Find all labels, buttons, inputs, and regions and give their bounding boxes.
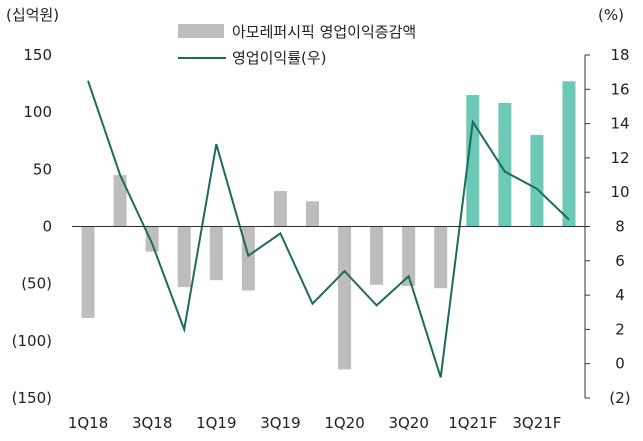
bar-1Q19 bbox=[209, 226, 223, 281]
legend: 아모레퍼시픽 영업이익증감액 영업이익률(우) bbox=[178, 23, 416, 67]
x-tick-label: 1Q18 bbox=[68, 414, 108, 432]
y-right-tick-label: 8 bbox=[615, 218, 625, 236]
legend-line-label: 영업이익률(우) bbox=[232, 49, 327, 67]
bar-4Q21F bbox=[562, 81, 576, 227]
bar-1Q18 bbox=[81, 226, 95, 318]
y-right-tick-label: 12 bbox=[610, 149, 629, 167]
y-right-tick-label: (2) bbox=[609, 389, 630, 407]
left-axis-unit: (십억원) bbox=[6, 6, 59, 24]
bar-2Q19 bbox=[241, 226, 255, 291]
x-tick-label: 3Q19 bbox=[260, 414, 300, 432]
bar-1Q20 bbox=[338, 226, 352, 370]
bars bbox=[81, 81, 576, 370]
x-tick-label: 1Q21F bbox=[448, 414, 497, 432]
bar-3Q18 bbox=[145, 226, 159, 252]
line-series bbox=[87, 80, 570, 378]
x-tick-label: 3Q18 bbox=[132, 414, 172, 432]
y-right-tick-label: 10 bbox=[610, 183, 629, 201]
y-right-tick-label: 2 bbox=[615, 320, 625, 338]
y-right-tick-label: 4 bbox=[615, 286, 625, 304]
legend-bar-label: 아모레퍼시픽 영업이익증감액 bbox=[232, 23, 416, 41]
bar-4Q20 bbox=[434, 226, 448, 289]
y-left-tick-label: 0 bbox=[42, 218, 52, 236]
bar-2Q20 bbox=[370, 226, 384, 285]
bar-2Q18 bbox=[113, 175, 127, 227]
y-left-tick-label: 50 bbox=[33, 160, 52, 178]
bar-4Q18 bbox=[177, 226, 191, 288]
y-right-tick-label: 14 bbox=[610, 115, 629, 133]
bar-3Q21F bbox=[530, 135, 544, 227]
y-right-tick-label: 6 bbox=[615, 252, 625, 270]
x-tick-label: 3Q21F bbox=[512, 414, 561, 432]
bar-3Q20 bbox=[402, 226, 416, 286]
y-left-tick-label: (100) bbox=[12, 332, 52, 350]
x-tick-label: 1Q20 bbox=[324, 414, 364, 432]
right-axis-unit: (%) bbox=[598, 6, 624, 24]
y-left-tick-label: (150) bbox=[12, 389, 52, 407]
y-left-tick-label: 150 bbox=[23, 46, 52, 64]
y-left-tick-label: 100 bbox=[23, 103, 52, 121]
bar-4Q19 bbox=[305, 201, 319, 227]
x-tick-label: 1Q19 bbox=[196, 414, 236, 432]
bar-3Q19 bbox=[273, 191, 287, 227]
y-right-tick-label: 16 bbox=[610, 80, 629, 98]
operating-margin-line bbox=[87, 80, 570, 378]
legend-bar-swatch bbox=[178, 24, 224, 38]
y-right-tick-label: 0 bbox=[615, 355, 625, 373]
y-right-tick-label: 18 bbox=[610, 46, 629, 64]
bar-2Q21F bbox=[498, 103, 512, 227]
x-tick-label: 3Q20 bbox=[388, 414, 428, 432]
y-left-tick-label: (50) bbox=[21, 275, 52, 293]
